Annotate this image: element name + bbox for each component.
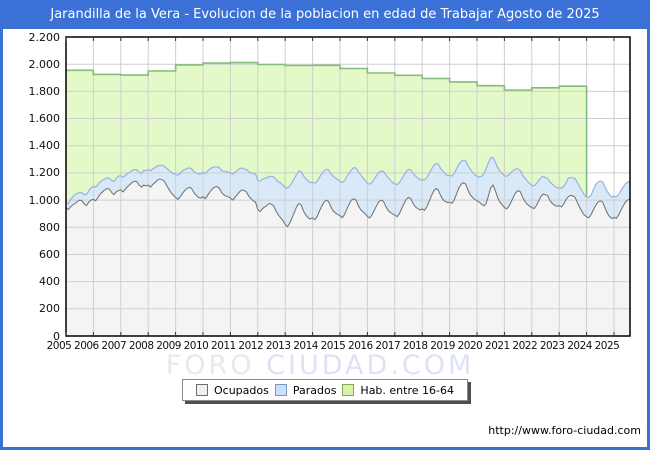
ocupados-swatch-icon xyxy=(196,384,208,396)
footer-url-link[interactable]: http://www.foro-ciudad.com xyxy=(488,424,641,437)
legend-label-hab-16-64: Hab. entre 16-64 xyxy=(360,383,454,397)
legend-label-ocupados: Ocupados xyxy=(214,383,269,397)
legend-item-ocupados: Ocupados xyxy=(196,384,269,397)
frame-border-right xyxy=(647,0,650,450)
watermark-word2: CIUDAD.COM xyxy=(266,350,475,381)
frame-border-bottom xyxy=(0,447,650,450)
legend-label-parados: Parados xyxy=(292,383,337,397)
watermark: FORO CIUDAD.COM xyxy=(0,350,640,381)
watermark-word1: FORO xyxy=(165,350,255,381)
legend-item-parados: Parados xyxy=(274,383,337,397)
legend-item-hab-16-64: Hab. entre 16-64 xyxy=(342,384,454,397)
title-bar: Jarandilla de la Vera - Evolucion de la … xyxy=(0,0,650,29)
hab-16-64-swatch-icon xyxy=(342,384,355,396)
legend: Ocupados Parados Hab. entre 16-64 xyxy=(182,379,468,401)
parados-swatch-icon xyxy=(274,384,287,396)
page-title: Jarandilla de la Vera - Evolucion de la … xyxy=(50,7,600,22)
frame-border-left xyxy=(0,0,3,450)
